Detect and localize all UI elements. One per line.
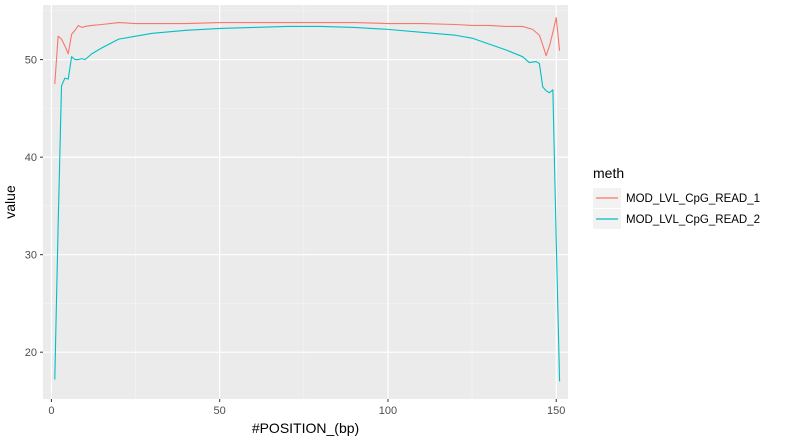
plot-panel xyxy=(43,5,568,399)
x-tick-label: 50 xyxy=(214,405,226,417)
y-tick-label: 20 xyxy=(25,347,37,359)
y-axis-title: value xyxy=(2,185,18,219)
series-line-2 xyxy=(54,25,561,382)
legend-label: MOD_LVL_CpG_READ_1 xyxy=(626,193,760,205)
legend-items: MOD_LVL_CpG_READ_1 MOD_LVL_CpG_READ_2 xyxy=(593,188,760,229)
x-axis-title: #POSITION_(bp) xyxy=(252,420,359,436)
y-axis-ticks: 20 30 40 50 xyxy=(25,55,43,359)
x-tick-label: 0 xyxy=(48,405,54,417)
series-line-1 xyxy=(54,17,561,85)
minor-gridlines xyxy=(43,5,568,399)
major-gridlines xyxy=(43,5,568,399)
series-lines xyxy=(54,17,561,382)
x-tick-label: 150 xyxy=(547,405,565,417)
y-tick-label: 40 xyxy=(25,152,37,164)
y-tick-label: 30 xyxy=(25,250,37,262)
legend: meth MOD_LVL_CpG_READ_1MOD_LVL_CpG_READ_… xyxy=(593,165,760,229)
legend-label: MOD_LVL_CpG_READ_2 xyxy=(626,214,760,226)
y-tick-label: 50 xyxy=(25,55,37,67)
x-axis-ticks: 0 50 100 150 xyxy=(48,399,565,417)
x-tick-label: 100 xyxy=(379,405,397,417)
legend-title: meth xyxy=(593,165,624,181)
